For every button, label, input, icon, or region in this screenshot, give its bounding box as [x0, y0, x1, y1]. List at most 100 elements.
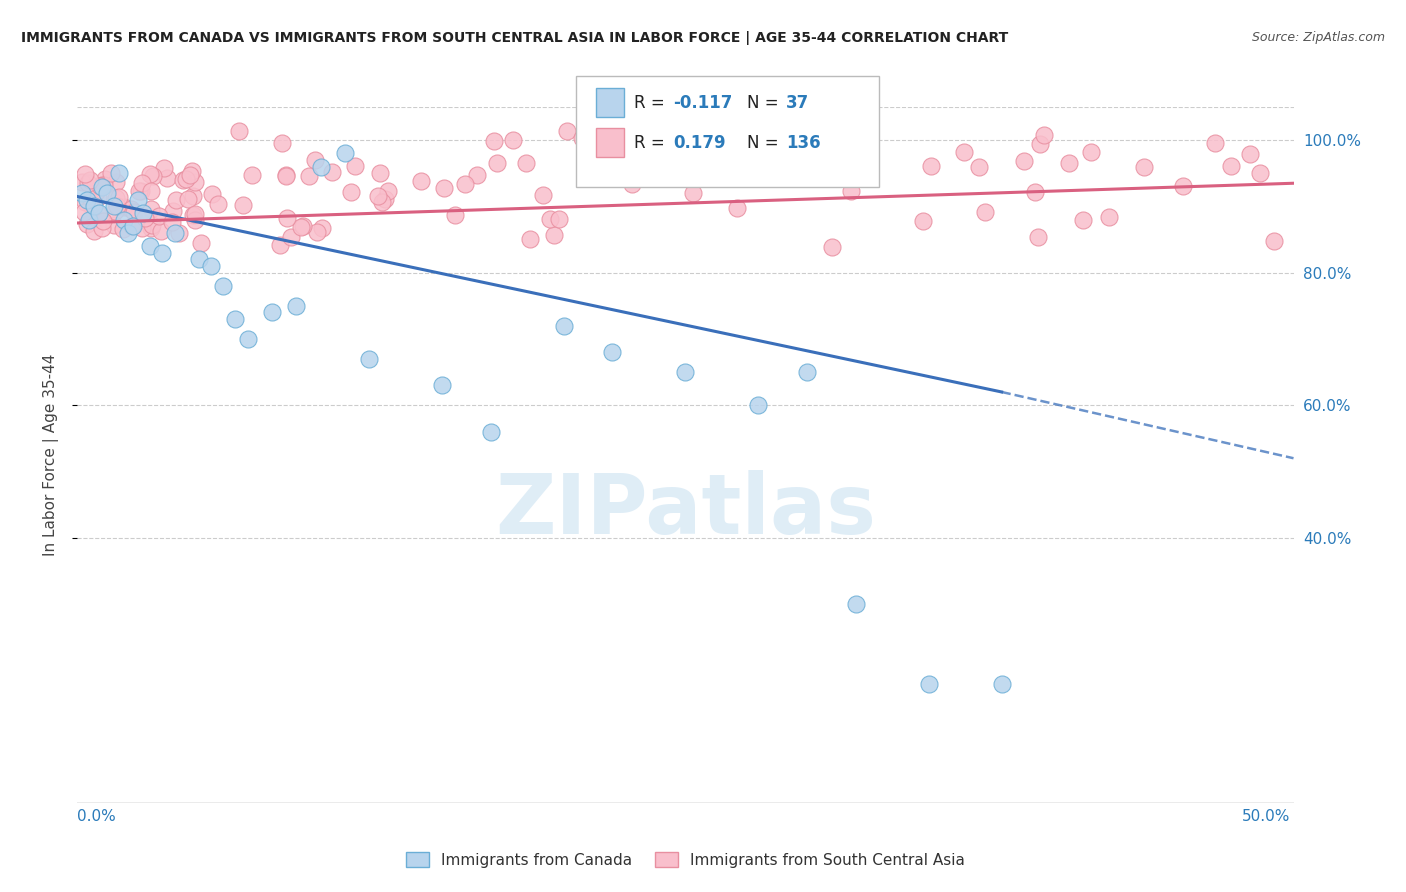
Y-axis label: In Labor Force | Age 35-44: In Labor Force | Age 35-44 [44, 354, 59, 556]
Text: N =: N = [747, 94, 783, 112]
Point [839, 184, 862, 198]
Point [201, 186, 224, 201]
Point [105, 175, 128, 189]
Point [76, 193, 98, 207]
Text: R =: R = [634, 94, 671, 112]
Point [1024, 185, 1046, 199]
Point [129, 184, 152, 198]
Point [90, 178, 112, 192]
Point [89, 206, 111, 220]
Point [309, 160, 332, 174]
Point [103, 204, 125, 219]
Point [236, 332, 259, 346]
Point [91, 213, 114, 227]
Point [367, 189, 389, 203]
Point [139, 239, 162, 253]
Point [290, 219, 312, 234]
Point [188, 252, 211, 267]
Legend: Immigrants from Canada, Immigrants from South Central Asia: Immigrants from Canada, Immigrants from … [398, 844, 973, 875]
Point [304, 153, 326, 168]
Point [758, 137, 780, 152]
Point [274, 169, 297, 183]
Point [181, 188, 204, 202]
Point [377, 184, 399, 198]
Point [1239, 146, 1261, 161]
Text: 37: 37 [786, 94, 810, 112]
Point [83, 224, 105, 238]
Point [132, 206, 155, 220]
Point [482, 134, 505, 148]
Point [411, 174, 433, 188]
Point [269, 238, 291, 252]
Point [142, 169, 165, 183]
Point [122, 205, 145, 219]
Point [80, 197, 103, 211]
Point [953, 145, 976, 159]
Point [1032, 128, 1054, 143]
Point [177, 192, 200, 206]
Point [260, 305, 283, 319]
Point [305, 225, 328, 239]
Point [538, 212, 561, 227]
Point [321, 164, 343, 178]
Point [70, 175, 93, 189]
Point [716, 139, 738, 153]
Point [148, 210, 170, 224]
Point [90, 220, 112, 235]
Text: Source: ZipAtlas.com: Source: ZipAtlas.com [1251, 31, 1385, 45]
Point [163, 226, 186, 240]
Point [271, 136, 294, 150]
Point [1028, 136, 1050, 151]
Point [112, 212, 135, 227]
Point [790, 139, 813, 153]
Point [89, 178, 111, 193]
Point [1026, 230, 1049, 244]
Point [967, 160, 990, 174]
Point [184, 207, 207, 221]
Point [973, 204, 995, 219]
Text: -0.117: -0.117 [673, 94, 733, 112]
Point [79, 212, 101, 227]
Point [276, 168, 298, 182]
Point [103, 199, 125, 213]
Point [127, 193, 149, 207]
Point [1080, 145, 1102, 159]
Point [172, 173, 194, 187]
Point [695, 145, 717, 160]
Point [70, 186, 93, 201]
Point [167, 226, 190, 240]
Point [120, 202, 142, 217]
Point [918, 676, 941, 690]
Point [821, 239, 844, 253]
Point [340, 186, 363, 200]
Text: ZIPatlas: ZIPatlas [495, 470, 876, 551]
Point [212, 279, 235, 293]
Point [1263, 234, 1285, 248]
Point [519, 232, 541, 246]
Point [444, 209, 467, 223]
Point [112, 200, 135, 214]
Text: R =: R = [634, 134, 671, 152]
Point [184, 175, 207, 189]
Point [747, 170, 769, 185]
Point [75, 167, 97, 181]
Point [311, 221, 333, 235]
Point [141, 221, 163, 235]
Point [131, 176, 153, 190]
Point [156, 171, 179, 186]
Text: N =: N = [747, 134, 783, 152]
Point [90, 179, 112, 194]
Point [240, 168, 263, 182]
Point [1204, 136, 1226, 151]
Point [76, 217, 98, 231]
Point [1173, 178, 1195, 193]
Point [134, 211, 156, 225]
Point [543, 228, 565, 243]
Point [75, 194, 97, 209]
Point [200, 259, 222, 273]
Point [675, 365, 697, 379]
Point [1097, 211, 1119, 225]
Point [1014, 154, 1036, 169]
Point [731, 121, 754, 136]
Point [669, 146, 692, 161]
